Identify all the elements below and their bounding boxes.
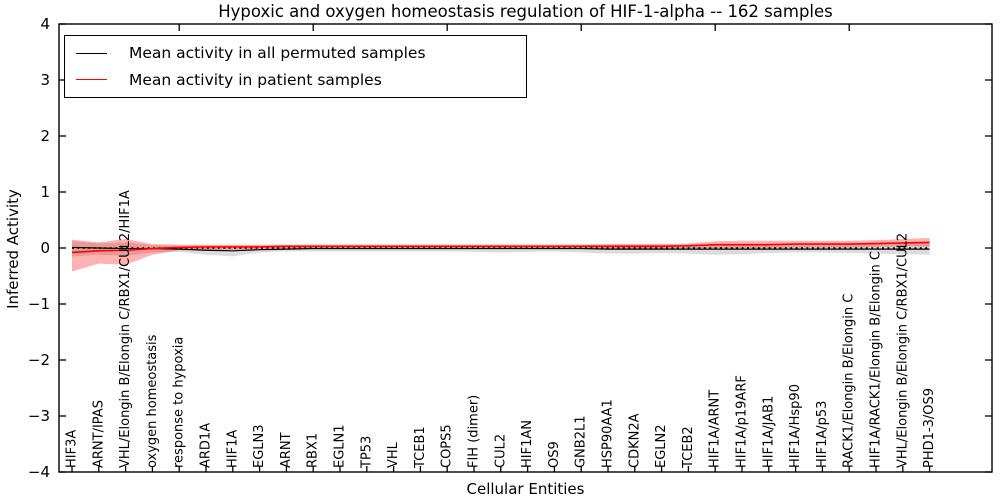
y-tick-label: −4 bbox=[28, 463, 50, 481]
x-tick-label: HIF1A bbox=[225, 430, 240, 468]
confidence-band-patient bbox=[72, 237, 930, 272]
x-tick-label: EGLN3 bbox=[252, 424, 267, 468]
x-tick-label: oxygen homeostasis bbox=[145, 334, 160, 468]
y-tick-label: 1 bbox=[40, 183, 50, 201]
x-tick-label: COPS5 bbox=[440, 424, 455, 468]
x-axis-label: Cellular Entities bbox=[466, 480, 585, 498]
legend-item-patient: Mean activity in patient samples bbox=[65, 71, 526, 89]
y-tick-label: −1 bbox=[28, 295, 50, 313]
x-tick-label: HIF1AN bbox=[520, 420, 535, 468]
x-tick-label: VHL bbox=[386, 441, 401, 468]
legend-item-permuted: Mean activity in all permuted samples bbox=[65, 44, 526, 62]
x-tick-label: TCEB1 bbox=[413, 426, 428, 469]
x-tick-label: VHL/Elongin B/Elongin C/RBX1/CUL2/HIF1A bbox=[118, 190, 133, 468]
series-line-permuted bbox=[71, 246, 930, 252]
legend-line-red-icon bbox=[76, 79, 107, 81]
x-tick-label: FIH (dimer) bbox=[467, 395, 482, 468]
legend: Mean activity in all permuted samples Me… bbox=[64, 35, 527, 98]
x-tick-label: VHL/Elongin B/Elongin C/RBX1/CUL2 bbox=[895, 233, 910, 468]
x-tick-label: HIF1A/Hsp90 bbox=[788, 384, 803, 468]
x-tick-label: ARD1A bbox=[199, 423, 214, 468]
y-tick-label: 2 bbox=[40, 127, 50, 145]
x-tick-label: HIF1A/RACK1/Elongin B/Elongin C bbox=[869, 251, 884, 468]
x-tick-label: GNB2L1 bbox=[574, 415, 589, 468]
x-tick-label: ARNT bbox=[279, 432, 294, 468]
y-tick-label: −3 bbox=[28, 407, 50, 425]
legend-line-black-icon bbox=[76, 52, 107, 54]
y-tick-label: 0 bbox=[40, 239, 50, 257]
legend-label-patient: Mean activity in patient samples bbox=[129, 70, 382, 89]
x-tick-label: CDKN2A bbox=[627, 413, 642, 468]
x-tick-label: ARNT/IPAS bbox=[91, 400, 106, 468]
x-tick-label: OS9 bbox=[547, 441, 562, 468]
x-tick-label: EGLN2 bbox=[654, 424, 669, 468]
y-tick-label: 3 bbox=[40, 71, 50, 89]
x-tick-label: HIF1A/ARNT bbox=[708, 390, 723, 468]
x-tick-label: response to hypoxia bbox=[172, 337, 187, 468]
y-axis-label: Inferred Activity bbox=[4, 189, 22, 309]
x-tick-label: RACK1/Elongin B/Elongin C bbox=[842, 294, 857, 468]
y-tick-label: 4 bbox=[40, 15, 50, 33]
x-tick-label: HIF3A bbox=[65, 430, 80, 468]
chart-title: Hypoxic and oxygen homeostasis regulatio… bbox=[218, 2, 833, 21]
x-tick-label: HIF1A/p53 bbox=[815, 401, 830, 468]
x-tick-label: HIF1A/JAB1 bbox=[761, 396, 776, 468]
x-tick-label: CUL2 bbox=[493, 434, 508, 468]
y-tick-label: −2 bbox=[28, 351, 50, 369]
x-tick-label: RBX1 bbox=[306, 433, 321, 468]
x-tick-label: TCEB2 bbox=[681, 426, 696, 469]
series-line-patient bbox=[71, 241, 930, 254]
x-tick-label: EGLN1 bbox=[333, 424, 348, 468]
x-tick-label: HIF1A/p19ARF bbox=[735, 375, 750, 468]
x-tick-label: HSP90AA1 bbox=[601, 399, 616, 468]
x-tick-label: PHD1-3/OS9 bbox=[922, 388, 937, 468]
legend-label-permuted: Mean activity in all permuted samples bbox=[129, 44, 426, 63]
x-tick-label: TP53 bbox=[359, 436, 374, 469]
